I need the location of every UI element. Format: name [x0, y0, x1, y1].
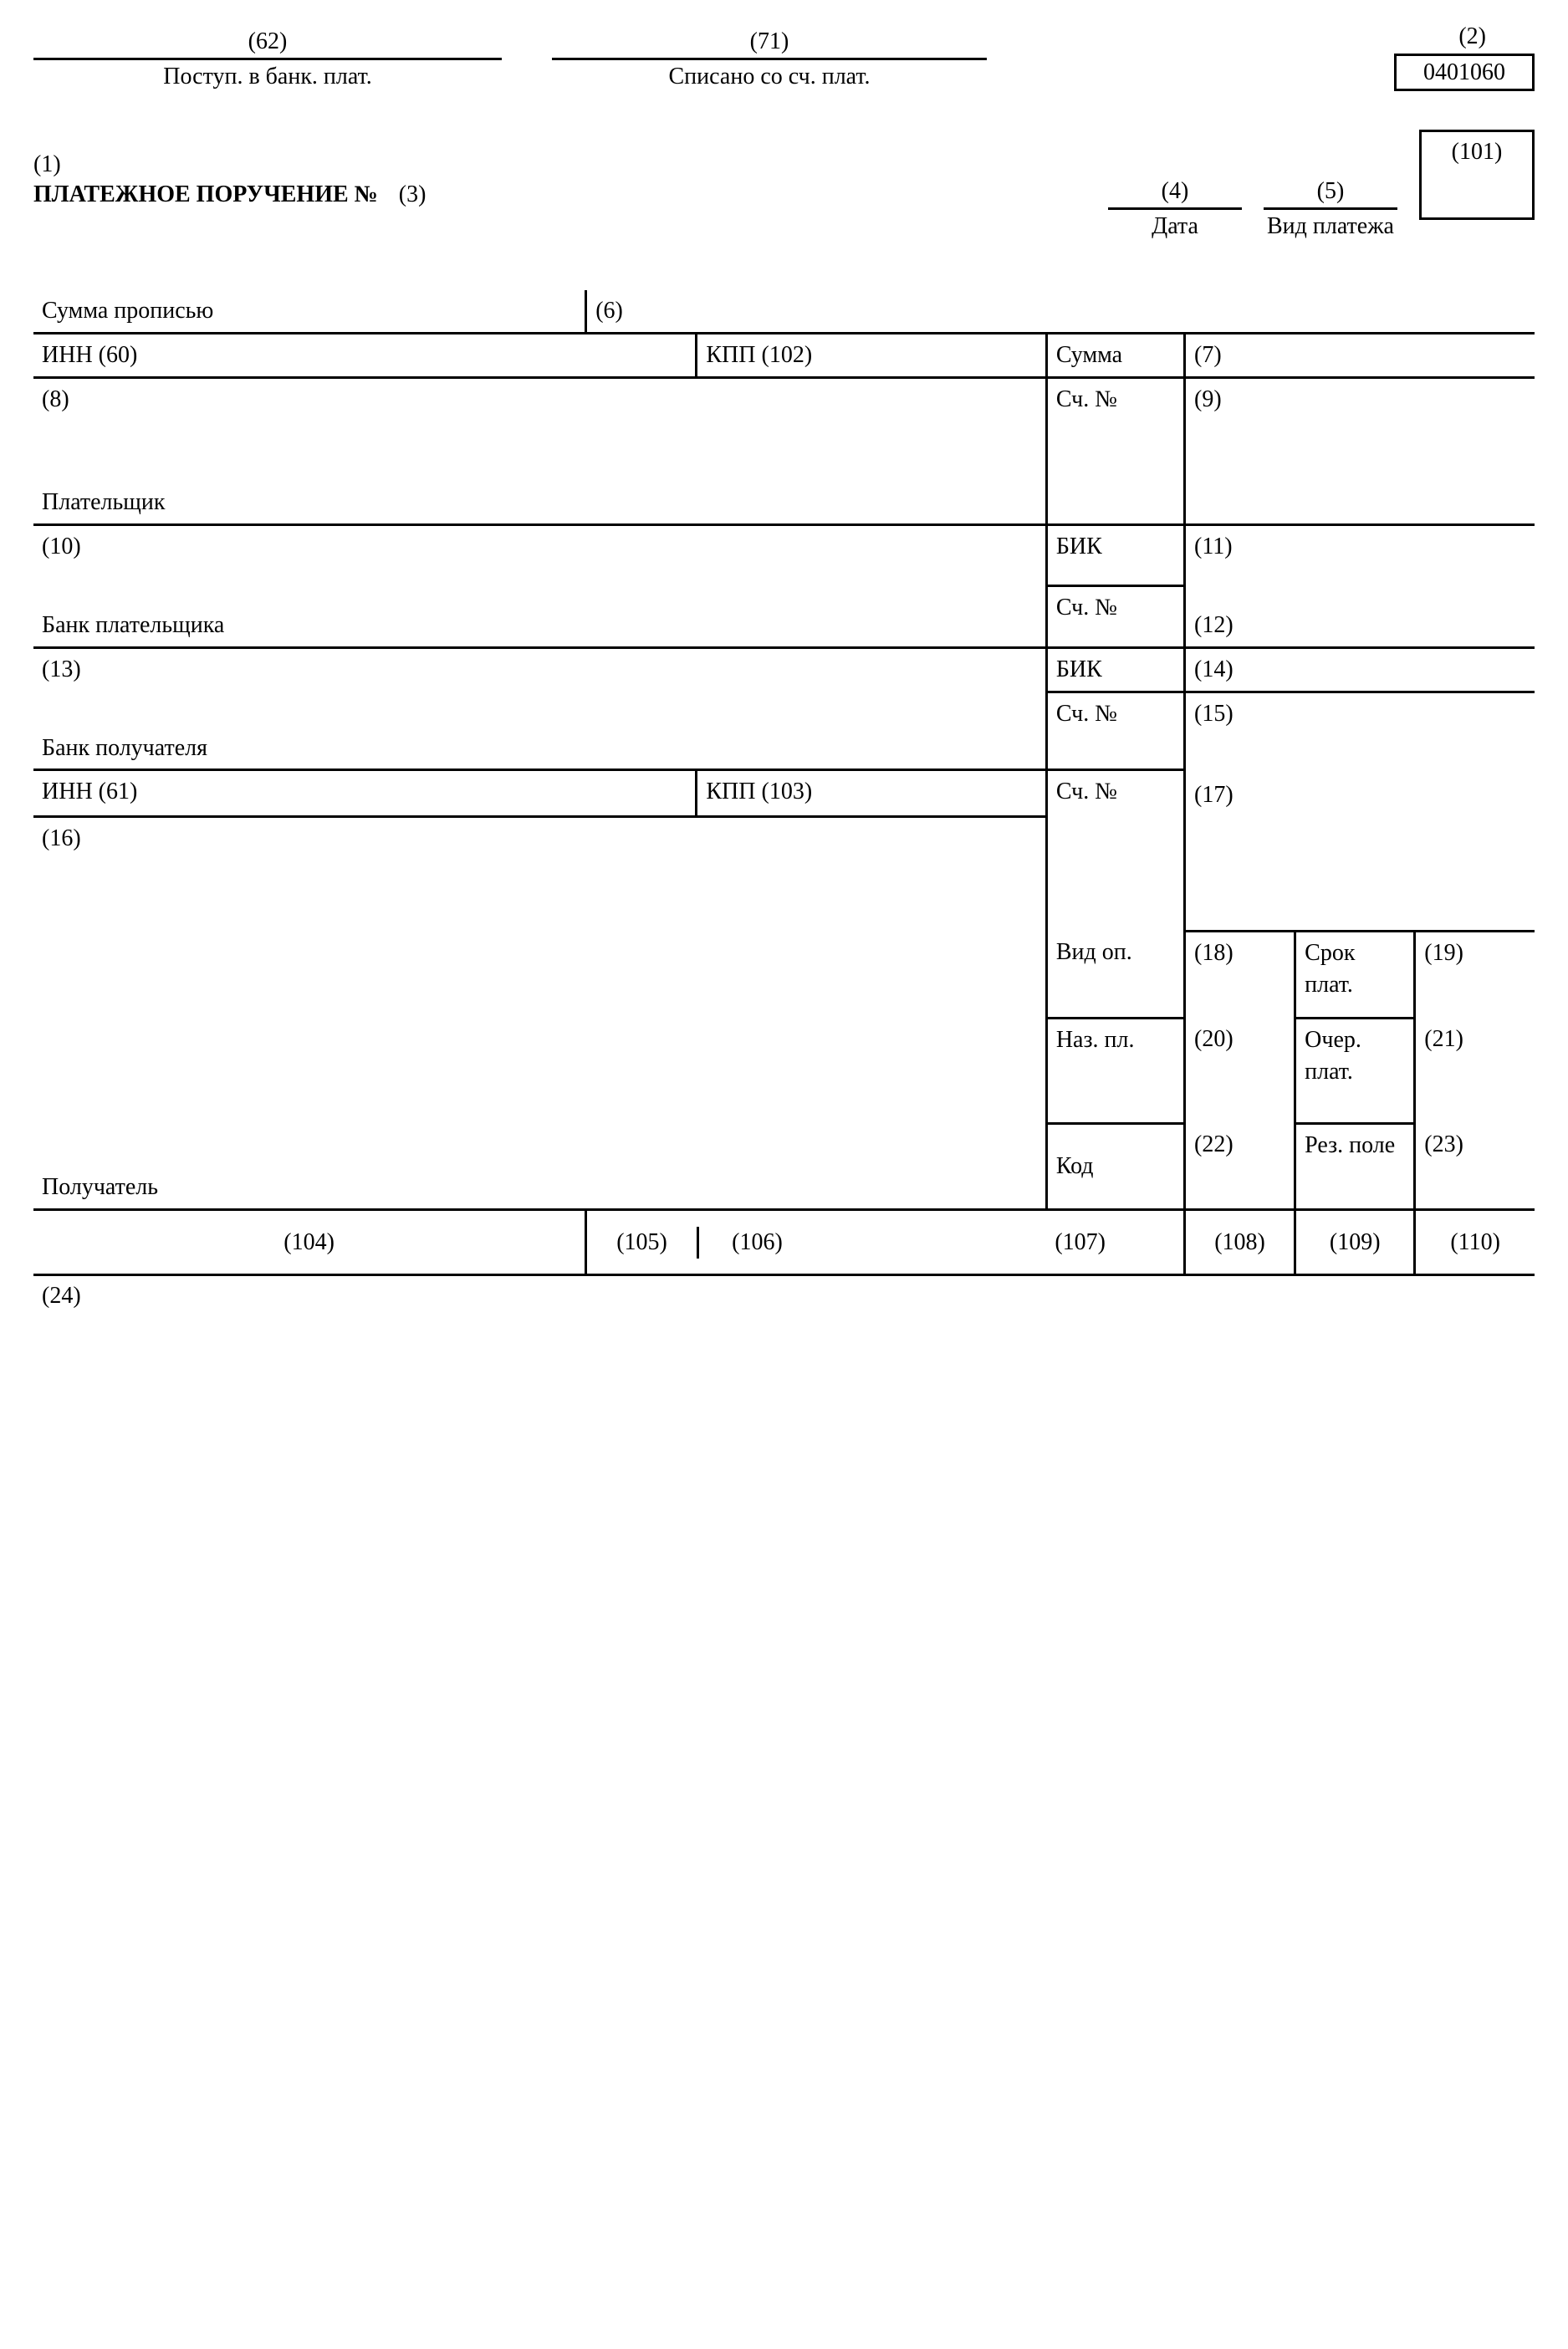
code-104: (104) — [33, 1210, 586, 1275]
payer-bank-code: (10) — [42, 531, 1037, 563]
code-109: (109) — [1295, 1210, 1415, 1275]
payee-bank-acc-code-area: (15) (17) — [1185, 692, 1535, 816]
field-62-caption: Поступ. в банк. плат. — [33, 60, 502, 90]
srok-label: Срок плат. — [1295, 932, 1415, 1019]
field-3-code: (3) — [399, 181, 426, 207]
code-column: (2) 0401060 — [1394, 23, 1535, 91]
field-2-code: (2) — [1394, 23, 1535, 54]
ocher-label: Очер. плат. — [1295, 1019, 1415, 1124]
kod-code: (22) — [1185, 1124, 1295, 1210]
payee-bank-bik-code: (14) — [1185, 647, 1535, 692]
payee-bank-area: (13) Банк получателя — [33, 647, 1046, 770]
nazpl-code: (20) — [1185, 1019, 1295, 1124]
field-4-slot: (4) — [1108, 173, 1242, 210]
payee-acc-code: (17) — [1194, 779, 1526, 811]
payee-bank-acc-label: Сч. № — [1046, 692, 1184, 770]
payee-bank-code: (13) — [42, 654, 1037, 686]
title-block: (1) ПЛАТЕЖНОЕ ПОРУЧЕНИЕ № (3) — [33, 151, 426, 208]
field-5-caption: Вид платежа — [1264, 210, 1397, 240]
payer-bank-bik-code: (11) — [1194, 531, 1526, 563]
payee-acc-label: Сч. № — [1046, 770, 1184, 932]
payee-area: (16) Получатель — [33, 816, 1046, 1210]
field-1-code: (1) — [33, 151, 426, 178]
payer-bank-area: (10) Банк плательщика — [33, 525, 1046, 648]
nazpl-label: Наз. пл. — [1046, 1019, 1184, 1124]
inn-payer: ИНН (60) — [33, 333, 697, 377]
document-title: ПЛАТЕЖНОЕ ПОРУЧЕНИЕ № — [33, 181, 378, 208]
code-105: (105) — [586, 1210, 697, 1275]
code-107: (107) — [1046, 1210, 1184, 1275]
payer-name-area: (8) Плательщик — [33, 377, 1046, 525]
field-71-caption: Списано со сч. плат. — [552, 60, 987, 90]
payment-order-grid: Сумма прописью (6) ИНН (60) КПП (102) Су… — [33, 290, 1535, 1276]
kpp-payer: КПП (102) — [697, 333, 1046, 377]
payer-code: (8) — [42, 384, 1037, 416]
payee-bank-bik-label: БИК — [1046, 647, 1184, 692]
inn-payee: ИНН (61) — [33, 770, 697, 816]
code-108: (108) — [1185, 1210, 1295, 1275]
field-71-column: (71) Списано со сч. плат. — [552, 23, 987, 90]
payee-bank-label: Банк получателя — [42, 733, 1037, 764]
amount-words-value: (6) — [586, 290, 1535, 333]
field-101-box: (101) — [1419, 130, 1535, 220]
field-2-box: 0401060 — [1394, 54, 1535, 91]
field-24: (24) — [33, 1283, 1535, 1310]
payer-acc-value: (9) — [1185, 377, 1535, 525]
payer-acc-label: Сч. № — [1046, 377, 1184, 525]
rez-code: (23) — [1415, 1124, 1535, 1210]
code-106-107: (106) — [697, 1210, 1046, 1275]
payer-bank-label: Банк плательщика — [42, 610, 1037, 641]
payee-label: Получатель — [42, 1172, 1037, 1203]
payer-bank-bik-label: БИК — [1046, 525, 1184, 586]
code-106: (106) — [697, 1227, 815, 1259]
kpp-payee: КПП (103) — [697, 770, 1046, 816]
amount-words-label: Сумма прописью — [33, 290, 586, 333]
payee-code: (16) — [42, 823, 1037, 855]
field-4-caption: Дата — [1108, 210, 1242, 240]
field-71-slot: (71) — [552, 23, 987, 60]
sum-label: Сумма — [1046, 333, 1184, 377]
field-62-slot: (62) — [33, 23, 502, 60]
field-4-column: (4) Дата — [1108, 173, 1242, 240]
rez-label: Рез. поле — [1295, 1124, 1415, 1210]
field-5-column: (5) Вид платежа — [1264, 173, 1397, 240]
srok-code: (19) — [1415, 932, 1535, 1019]
ocher-code: (21) — [1415, 1019, 1535, 1124]
vidop-label: Вид оп. — [1046, 932, 1184, 1019]
sum-value: (7) — [1185, 333, 1535, 377]
payee-bank-acc-code: (15) — [1194, 698, 1526, 730]
payer-label: Плательщик — [42, 487, 1037, 518]
vidop-code: (18) — [1185, 932, 1295, 1019]
title-row: (1) ПЛАТЕЖНОЕ ПОРУЧЕНИЕ № (3) (4) Дата (… — [33, 130, 1535, 240]
payee-acc-continuation — [1185, 816, 1535, 932]
payer-bank-bik-acc-value: (11) (12) — [1185, 525, 1535, 648]
payer-bank-acc-code: (12) — [1194, 610, 1526, 641]
field-5-slot: (5) — [1264, 173, 1397, 210]
kod-label: Код — [1046, 1124, 1184, 1210]
field-62-column: (62) Поступ. в банк. плат. — [33, 23, 502, 90]
header-top: (62) Поступ. в банк. плат. (71) Списано … — [33, 23, 1535, 91]
code-110: (110) — [1415, 1210, 1535, 1275]
payer-bank-acc-label: Сч. № — [1046, 586, 1184, 647]
